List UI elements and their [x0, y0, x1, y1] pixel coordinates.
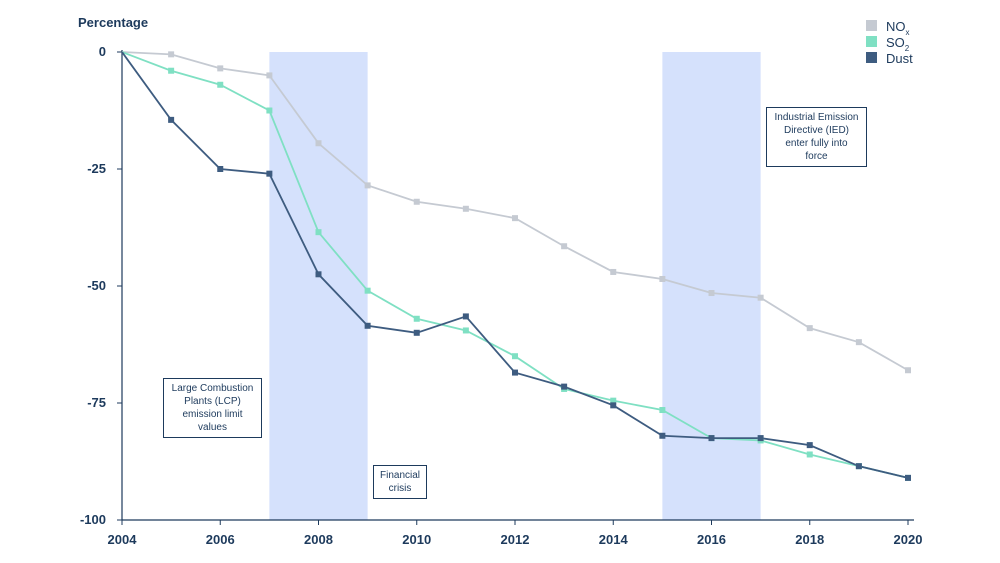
axes [117, 50, 914, 525]
legend-swatch [866, 20, 877, 31]
no-data-point [512, 215, 518, 222]
x-tick-label: 2006 [206, 532, 235, 547]
shaded-period [662, 52, 761, 520]
dust-data-point [364, 322, 371, 329]
legend-swatch [866, 36, 877, 47]
no-data-point [315, 140, 322, 147]
lcp-annotation-line: emission limit [182, 409, 243, 420]
dust-data-point [512, 369, 518, 376]
dust-data-point [708, 435, 715, 442]
dust-data-point [659, 432, 666, 439]
dust-data-point [757, 435, 764, 442]
no-data-point [757, 294, 764, 301]
legend-label: NOx [886, 19, 910, 37]
so-data-point [266, 107, 273, 114]
crisis-annotation-line: Financial [380, 470, 421, 481]
no-data-point [266, 72, 273, 79]
x-tick-label: 2020 [894, 532, 923, 547]
dust-data-point [168, 116, 175, 123]
ied-annotation-line: enter fully into force [785, 138, 848, 162]
y-tick-label: -100 [80, 512, 106, 527]
dust-data-point [315, 271, 322, 278]
y-tick-label: -50 [87, 278, 106, 293]
so-data-point [364, 287, 371, 294]
y-axis-label: Percentage [78, 15, 148, 30]
so-data-point [217, 81, 224, 88]
financial-crisis-annotation: Financial crisis [373, 465, 427, 499]
legend-label: Dust [886, 51, 913, 66]
y-tick-label: -75 [87, 395, 106, 410]
dust-data-point [462, 313, 469, 320]
y-tick-label: -25 [87, 161, 106, 176]
legend-label: SO2 [886, 35, 910, 53]
dust-data-point [413, 329, 420, 336]
x-tick-label: 2008 [304, 532, 333, 547]
series-points [168, 51, 911, 481]
no-data-point [364, 182, 371, 189]
no-data-point [413, 198, 420, 205]
so-data-point [462, 327, 469, 334]
x-tick-label: 2018 [795, 532, 824, 547]
so-data-point [168, 67, 175, 74]
no-data-point [610, 268, 617, 275]
x-tick-label: 2016 [697, 532, 726, 547]
dust-data-point [217, 166, 224, 172]
dust-data-point [905, 474, 911, 481]
so-data-point [610, 397, 617, 404]
ied-annotation: Industrial Emission Directive (IED) ente… [766, 107, 867, 167]
so-data-point [512, 353, 518, 360]
crisis-annotation-line: crisis [388, 483, 412, 494]
lcp-annotation-line: values [198, 422, 227, 433]
x-tick-label: 2014 [599, 532, 629, 547]
x-tick-label: 2004 [108, 532, 138, 547]
no-data-point [855, 339, 862, 346]
shaded-period [269, 52, 368, 520]
lcp-annotation: Large Combustion Plants (LCP) emission l… [163, 378, 262, 438]
dust-data-point [561, 383, 568, 390]
no-data-point [561, 243, 568, 250]
shaded-periods [269, 52, 761, 520]
dust-data-point [855, 463, 862, 470]
x-tick-label: 2010 [402, 532, 431, 547]
dust-data-point [266, 170, 273, 177]
lcp-annotation-line: Plants (LCP) [184, 396, 241, 407]
x-tick-label: 2012 [501, 532, 530, 547]
ied-annotation-line: Industrial Emission [774, 112, 859, 123]
so-data-point [315, 229, 322, 236]
legend-swatch [866, 52, 877, 63]
no-data-point [217, 65, 224, 72]
so-data-point [806, 451, 813, 458]
no-data-point [708, 290, 715, 297]
no-series-line [121, 51, 909, 372]
no-data-point [905, 367, 911, 374]
dust-data-point [610, 402, 617, 409]
no-data-point [659, 275, 666, 282]
no-data-point [168, 51, 175, 58]
ied-annotation-line: Directive (IED) [783, 125, 849, 136]
so-data-point [413, 315, 420, 322]
lcp-annotation-line: Large Combustion [171, 383, 254, 394]
no-data-point [806, 325, 813, 332]
so-data-point [659, 407, 666, 414]
dust-data-point [806, 442, 813, 449]
no-data-point [462, 205, 469, 212]
y-tick-label: 0 [99, 44, 106, 59]
